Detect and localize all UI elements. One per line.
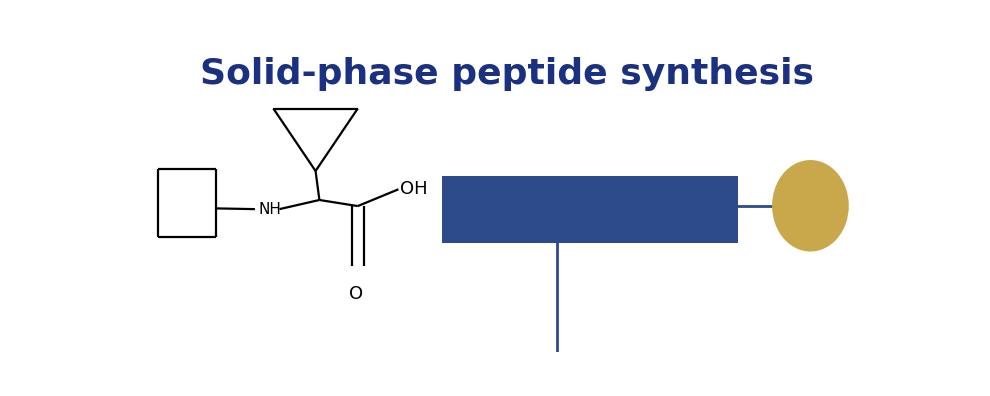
Text: O: O [349, 286, 363, 303]
Text: Solid-phase peptide synthesis: Solid-phase peptide synthesis [200, 57, 815, 91]
Text: OH: OH [400, 180, 428, 198]
Text: NH: NH [258, 202, 281, 217]
Bar [443, 175, 738, 243]
Ellipse shape [772, 160, 848, 251]
